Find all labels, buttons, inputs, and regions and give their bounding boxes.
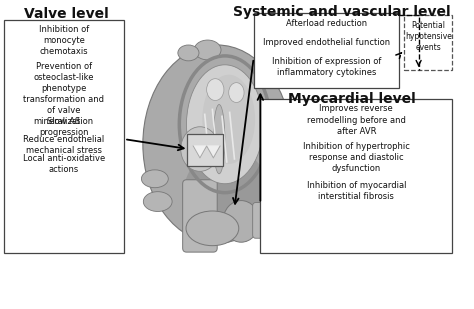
Bar bbox=[260, 99, 452, 253]
Polygon shape bbox=[207, 146, 220, 158]
Ellipse shape bbox=[202, 75, 255, 164]
Text: Local anti-oxidative
actions: Local anti-oxidative actions bbox=[23, 154, 105, 174]
Ellipse shape bbox=[213, 104, 225, 174]
Ellipse shape bbox=[207, 79, 224, 100]
Text: Improves reverse
remodelling before and
after AVR: Improves reverse remodelling before and … bbox=[307, 104, 406, 136]
FancyBboxPatch shape bbox=[182, 180, 217, 252]
Ellipse shape bbox=[186, 65, 263, 184]
Text: Myocardial level: Myocardial level bbox=[288, 91, 415, 106]
Ellipse shape bbox=[181, 127, 219, 171]
Polygon shape bbox=[193, 146, 207, 158]
Ellipse shape bbox=[263, 180, 290, 198]
Ellipse shape bbox=[223, 201, 259, 242]
Ellipse shape bbox=[186, 211, 239, 246]
Ellipse shape bbox=[265, 134, 288, 150]
Bar bbox=[186, 134, 223, 166]
Text: Afterload reduction: Afterload reduction bbox=[286, 19, 367, 28]
Text: Inhibition of
monocyte
chemotaxis: Inhibition of monocyte chemotaxis bbox=[38, 25, 89, 56]
Text: Reduce endothelial
mechanical stress: Reduce endothelial mechanical stress bbox=[23, 135, 104, 155]
Ellipse shape bbox=[183, 149, 270, 238]
Text: Systemic and vascular level: Systemic and vascular level bbox=[233, 5, 451, 19]
Ellipse shape bbox=[141, 170, 168, 188]
Text: Improved endothelial function: Improved endothelial function bbox=[263, 38, 390, 47]
Bar bbox=[4, 20, 124, 253]
Bar bbox=[254, 13, 400, 88]
Ellipse shape bbox=[143, 192, 172, 211]
Ellipse shape bbox=[229, 83, 244, 103]
Ellipse shape bbox=[178, 45, 199, 61]
FancyBboxPatch shape bbox=[253, 203, 276, 238]
Ellipse shape bbox=[194, 40, 221, 60]
Text: Slow AS
progression: Slow AS progression bbox=[39, 117, 89, 138]
Text: Prevention of
osteoclast-like
phenotype
transformation and
of valve
mineralizati: Prevention of osteoclast-like phenotype … bbox=[23, 62, 104, 126]
Text: Valve level: Valve level bbox=[24, 7, 109, 21]
Text: Inhibition of hypertrophic
response and diastolic
dysfunction: Inhibition of hypertrophic response and … bbox=[303, 142, 410, 173]
Text: Inhibition of expression of
inflammatory cytokines: Inhibition of expression of inflammatory… bbox=[272, 57, 381, 77]
Bar bbox=[404, 15, 452, 70]
Text: Inhibition of myocardial
interstitial fibrosis: Inhibition of myocardial interstitial fi… bbox=[307, 181, 406, 201]
Ellipse shape bbox=[143, 45, 292, 243]
Ellipse shape bbox=[267, 156, 292, 172]
Text: Potential
hypotensive
events: Potential hypotensive events bbox=[405, 21, 452, 53]
